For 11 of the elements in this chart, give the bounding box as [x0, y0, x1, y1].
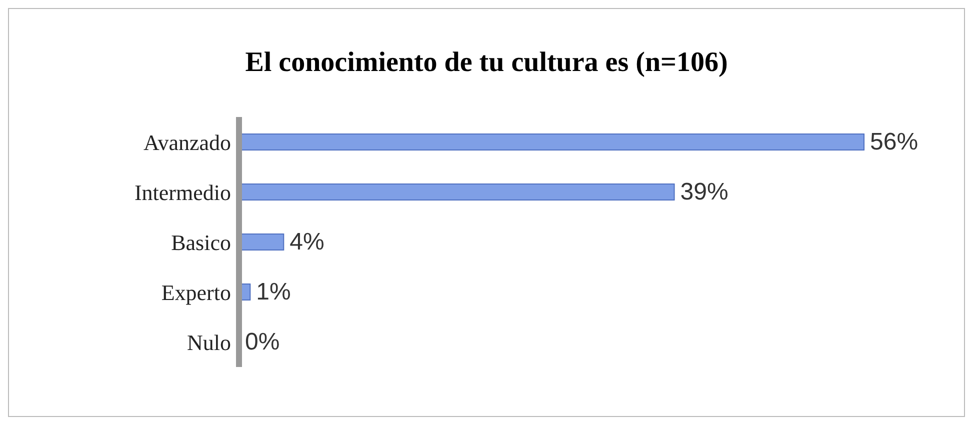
y-tick-label: Intermedio: [134, 180, 231, 205]
y-tick-label: Nulo: [187, 330, 231, 355]
y-tick-label: Basico: [171, 230, 231, 255]
data-label: 1%: [256, 278, 291, 306]
data-label: 4%: [290, 228, 324, 256]
data-label: 39%: [680, 178, 728, 206]
data-label: 0%: [245, 328, 280, 356]
chart-title: El conocimiento de tu cultura es (n=106): [244, 46, 729, 80]
data-label: 56%: [870, 128, 918, 156]
y-tick-label: Experto: [161, 280, 231, 305]
y-tick-label: Avanzado: [143, 130, 231, 155]
